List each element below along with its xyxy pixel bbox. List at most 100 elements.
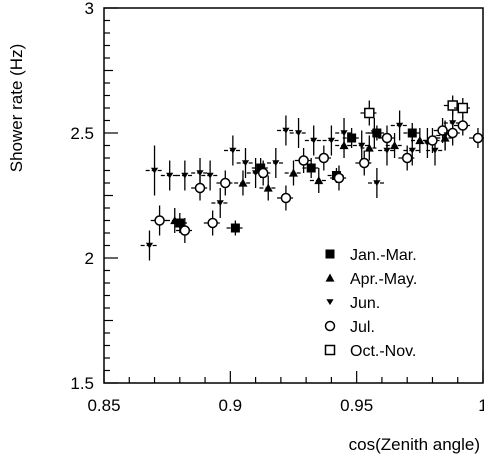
data-point bbox=[216, 170, 235, 196]
data-point bbox=[314, 145, 333, 171]
point-marker bbox=[257, 167, 269, 179]
point-marker bbox=[347, 133, 357, 143]
y-tick-label: 1.5 bbox=[70, 374, 94, 393]
axis-tick-labels: 0.85 0.9 0.95 1 1.5 2 2.5 3 bbox=[70, 0, 484, 415]
legend: Jan.-Mar. Apr.-May. Jun. Jul. Oct.-Nov. bbox=[324, 247, 417, 360]
data-points bbox=[140, 95, 484, 261]
data-point bbox=[385, 133, 404, 158]
data-point bbox=[453, 98, 472, 118]
axis-ticks bbox=[103, 7, 484, 384]
data-point bbox=[160, 160, 179, 191]
data-point bbox=[453, 115, 472, 136]
legend-item: Jan.-Mar. bbox=[325, 247, 417, 264]
point-marker bbox=[175, 218, 185, 228]
point-marker bbox=[364, 143, 374, 152]
data-point bbox=[289, 118, 308, 148]
data-point bbox=[469, 128, 484, 148]
plot-frame bbox=[103, 7, 484, 384]
x-axis-label: cos(Zenith angle) bbox=[349, 435, 480, 454]
data-point bbox=[335, 118, 353, 148]
data-point bbox=[203, 210, 222, 236]
data-point bbox=[423, 128, 442, 153]
data-point bbox=[201, 160, 219, 191]
point-marker bbox=[333, 172, 345, 184]
y-tick-label: 2.5 bbox=[70, 124, 94, 143]
legend-item: Jul. bbox=[324, 319, 375, 336]
x-tick-label: 0.95 bbox=[340, 396, 373, 415]
series-open-square bbox=[360, 95, 472, 126]
point-marker bbox=[324, 344, 336, 356]
point-marker bbox=[457, 102, 469, 114]
point-marker bbox=[373, 180, 381, 187]
y-tick-label: 3 bbox=[85, 0, 94, 18]
data-point bbox=[284, 160, 303, 186]
point-marker bbox=[282, 127, 290, 134]
data-point bbox=[330, 165, 348, 191]
point-marker bbox=[431, 147, 439, 154]
series-open-circle bbox=[150, 115, 484, 243]
point-marker bbox=[294, 130, 303, 137]
point-marker bbox=[145, 242, 154, 249]
data-point bbox=[403, 135, 422, 166]
point-marker bbox=[181, 172, 189, 179]
data-point bbox=[302, 158, 321, 178]
data-point bbox=[140, 230, 159, 261]
point-marker bbox=[327, 137, 335, 144]
point-marker bbox=[358, 142, 366, 149]
data-point bbox=[368, 125, 386, 141]
point-marker bbox=[447, 100, 458, 111]
point-marker bbox=[401, 152, 413, 164]
point-marker bbox=[447, 127, 458, 139]
point-marker bbox=[166, 172, 174, 179]
point-marker bbox=[229, 147, 237, 154]
data-point bbox=[176, 218, 194, 243]
point-marker bbox=[390, 141, 400, 150]
data-point bbox=[309, 168, 328, 193]
data-point bbox=[224, 135, 242, 166]
point-marker bbox=[170, 216, 180, 225]
point-marker bbox=[241, 160, 250, 167]
data-point bbox=[368, 168, 386, 198]
point-marker bbox=[340, 130, 348, 137]
data-point bbox=[378, 125, 396, 151]
point-marker bbox=[272, 160, 280, 167]
point-marker bbox=[150, 167, 159, 174]
point-marker bbox=[325, 249, 335, 259]
point-marker bbox=[325, 273, 335, 282]
data-point bbox=[398, 145, 417, 171]
x-tick-label: 0.9 bbox=[219, 396, 243, 415]
legend-label: Jan.-Mar. bbox=[350, 247, 417, 264]
x-tick-label: 0.85 bbox=[87, 396, 120, 415]
data-point bbox=[355, 150, 374, 176]
data-point bbox=[294, 148, 313, 173]
series-filled-triangle-up bbox=[165, 125, 454, 233]
point-marker bbox=[298, 155, 309, 166]
point-marker bbox=[263, 183, 273, 192]
data-point bbox=[165, 208, 184, 233]
data-point bbox=[145, 145, 164, 196]
point-marker bbox=[457, 120, 469, 131]
data-point bbox=[211, 188, 230, 218]
point-marker bbox=[415, 136, 425, 145]
legend-item: Oct.-Nov. bbox=[324, 343, 416, 360]
data-point bbox=[266, 148, 285, 178]
y-tick-label: 2 bbox=[85, 249, 94, 268]
point-marker bbox=[472, 132, 484, 144]
point-marker bbox=[381, 132, 393, 144]
legend-item: Jun. bbox=[326, 295, 380, 312]
data-point bbox=[150, 205, 169, 236]
x-tick-label: 1 bbox=[478, 396, 484, 415]
point-marker bbox=[280, 192, 292, 204]
point-marker bbox=[408, 147, 416, 154]
point-marker bbox=[289, 168, 298, 177]
data-point bbox=[304, 125, 323, 156]
data-point bbox=[277, 115, 295, 146]
point-marker bbox=[230, 223, 240, 233]
data-point bbox=[390, 110, 409, 141]
point-marker bbox=[318, 152, 330, 164]
point-marker bbox=[310, 137, 318, 144]
legend-label: Jun. bbox=[350, 295, 380, 312]
point-marker bbox=[216, 200, 224, 207]
data-point bbox=[226, 220, 245, 236]
